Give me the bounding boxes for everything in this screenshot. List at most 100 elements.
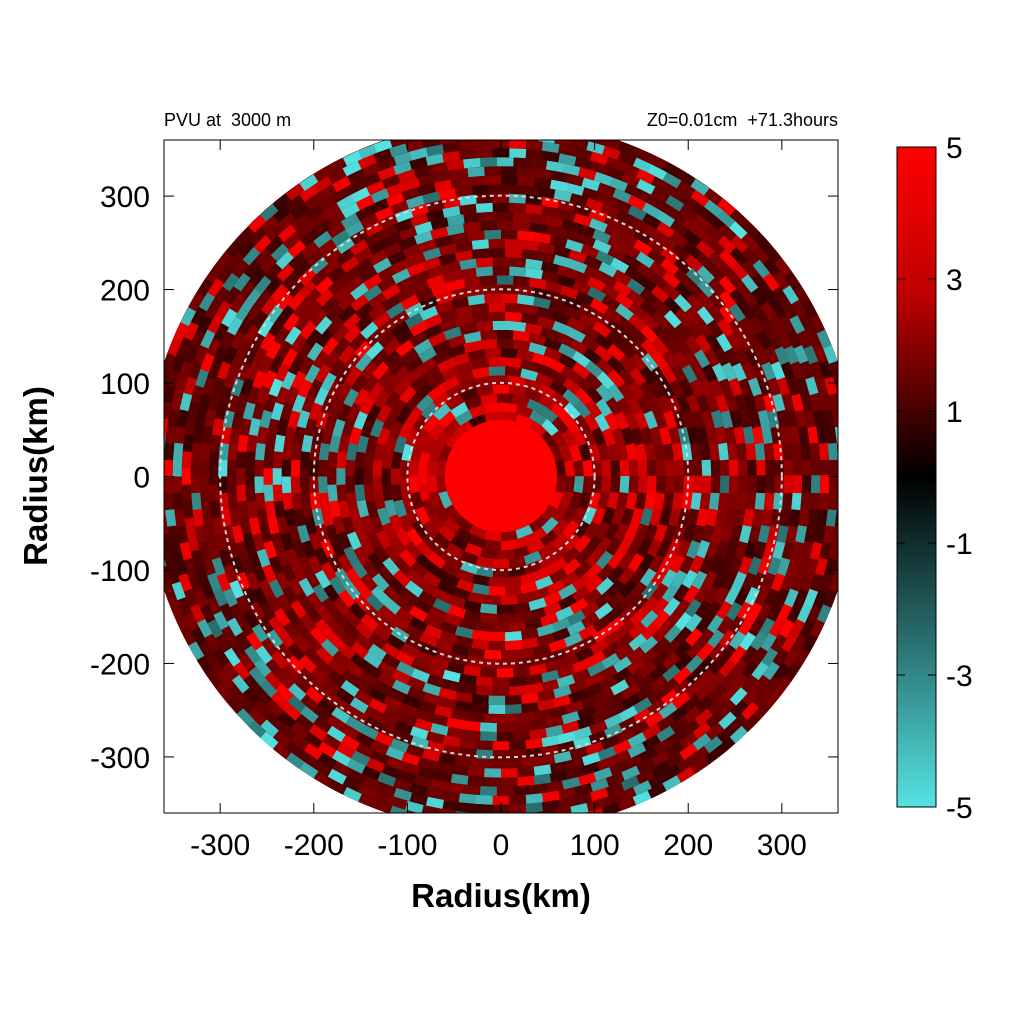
pv-cell (209, 484, 220, 503)
pv-cell (343, 324, 362, 344)
pv-cell (752, 673, 771, 694)
pv-cell (555, 264, 576, 279)
pv-cell (368, 643, 388, 662)
pv-cell (582, 347, 602, 365)
pv-cell (346, 443, 358, 462)
pv-cell (277, 722, 298, 742)
pv-cell (730, 672, 749, 692)
pv-cell (336, 484, 348, 503)
pv-cell (390, 738, 410, 754)
pv-cell (781, 540, 795, 560)
pv-cell (303, 732, 324, 750)
pv-cell (438, 308, 458, 323)
pv-cell (376, 166, 397, 182)
pv-cell (215, 264, 234, 285)
pv-cell (406, 528, 424, 548)
pv-cell (612, 268, 632, 286)
pv-cell (415, 553, 434, 571)
pv-cell (661, 161, 682, 178)
pv-cell (183, 376, 197, 397)
pv-cell (287, 524, 301, 544)
pv-cell (414, 287, 434, 303)
pv-cell (306, 342, 324, 362)
pv-cell (437, 124, 456, 136)
pv-cell (696, 425, 709, 445)
pv-cell (261, 369, 277, 390)
pv-cell (308, 532, 323, 552)
pv-cell (291, 492, 303, 512)
pv-cell (583, 682, 604, 698)
pv-cell (181, 468, 191, 487)
pv-cell (738, 555, 753, 575)
pv-cell (721, 570, 738, 591)
pv-cell (248, 517, 262, 537)
pv-cell (342, 388, 359, 408)
pv-cell (662, 763, 683, 781)
pv-cell (444, 430, 462, 449)
pv-cell (358, 670, 379, 688)
pv-cell (492, 623, 511, 633)
pv-cell (254, 687, 274, 707)
pv-cell (468, 524, 487, 540)
pv-cell (511, 394, 530, 407)
pv-cell (391, 161, 412, 176)
pv-cell (756, 475, 766, 494)
pv-cell (776, 375, 791, 396)
pv-cell (644, 491, 656, 510)
pv-cell (729, 724, 750, 744)
pv-cell (508, 320, 527, 332)
pv-cell (399, 476, 411, 494)
pv-cell (624, 522, 640, 542)
pv-cell (561, 720, 581, 734)
pv-cell (541, 669, 561, 683)
pv-cell (844, 508, 855, 527)
pv-cell (619, 459, 630, 477)
pv-cell (614, 302, 634, 321)
pv-cell (773, 345, 790, 365)
pv-cell (464, 396, 483, 411)
pv-cell (591, 228, 611, 244)
pv-cell (213, 611, 230, 632)
pv-cell (714, 425, 727, 445)
pv-cell (585, 548, 604, 568)
pv-cell (349, 228, 369, 246)
pv-cell (608, 176, 629, 192)
pv-cell (209, 468, 219, 487)
pv-cell (671, 243, 691, 262)
pv-cell (517, 775, 536, 787)
pv-cell (410, 736, 430, 750)
pv-cell (373, 800, 394, 813)
pv-cell (395, 406, 412, 426)
pv-cell (487, 121, 505, 130)
pv-cell (223, 369, 238, 390)
pv-cell (367, 292, 387, 310)
pv-cell (734, 540, 749, 560)
pv-cell (761, 646, 779, 667)
pv-cell (512, 221, 531, 232)
pv-cell (325, 630, 345, 650)
pv-cell (572, 668, 592, 683)
pv-cell (459, 802, 478, 813)
pv-cell (410, 726, 430, 741)
pv-cell (561, 428, 578, 448)
pv-cell (212, 346, 228, 367)
pv-cell (327, 277, 347, 296)
pv-cell (353, 523, 369, 543)
pv-cell (496, 329, 514, 340)
pv-cell (242, 401, 256, 422)
pv-cell (519, 358, 538, 372)
pv-cell (382, 585, 402, 604)
pv-cell (345, 459, 356, 478)
pv-cell (584, 562, 604, 581)
pv-cell (418, 451, 431, 470)
pv-cell (647, 538, 663, 558)
pv-cell (268, 378, 284, 398)
pv-cell (430, 282, 450, 297)
pv-cell (662, 321, 681, 341)
pv-cell (344, 275, 364, 293)
pv-cell (413, 774, 434, 789)
pv-cell (659, 379, 676, 400)
pv-cell (301, 500, 314, 520)
pv-cell (371, 361, 390, 381)
pv-cell (426, 740, 446, 754)
